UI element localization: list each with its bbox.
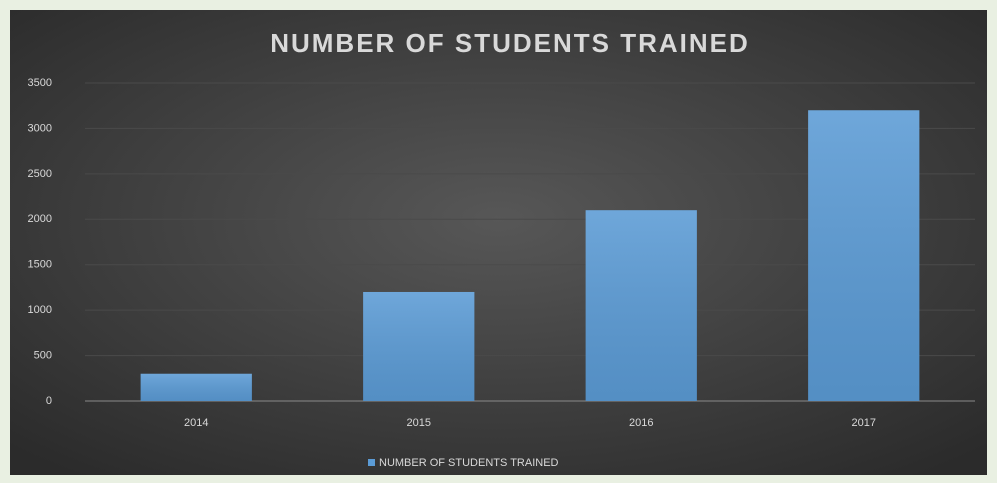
legend-swatch bbox=[368, 459, 375, 466]
y-tick-label: 1000 bbox=[28, 304, 52, 316]
x-tick-label: 2017 bbox=[852, 417, 876, 429]
y-tick-label: 3000 bbox=[28, 122, 52, 134]
y-tick-label: 3500 bbox=[28, 77, 52, 89]
x-tick-label: 2016 bbox=[629, 417, 653, 429]
y-tick-label: 500 bbox=[34, 349, 52, 361]
y-tick-label: 2500 bbox=[28, 168, 52, 180]
y-tick-label: 0 bbox=[46, 395, 52, 407]
chart-title: NUMBER OF STUDENTS TRAINED bbox=[270, 28, 750, 58]
bar-shade bbox=[585, 210, 697, 401]
x-tick-label: 2014 bbox=[184, 417, 208, 429]
legend-label: NUMBER OF STUDENTS TRAINED bbox=[379, 457, 559, 469]
bar-shade bbox=[363, 291, 475, 401]
x-tick-label: 2015 bbox=[407, 417, 431, 429]
bar-shade bbox=[140, 373, 252, 401]
y-tick-label: 1500 bbox=[28, 259, 52, 271]
y-tick-label: 2000 bbox=[28, 213, 52, 225]
bar-shade bbox=[808, 110, 920, 401]
